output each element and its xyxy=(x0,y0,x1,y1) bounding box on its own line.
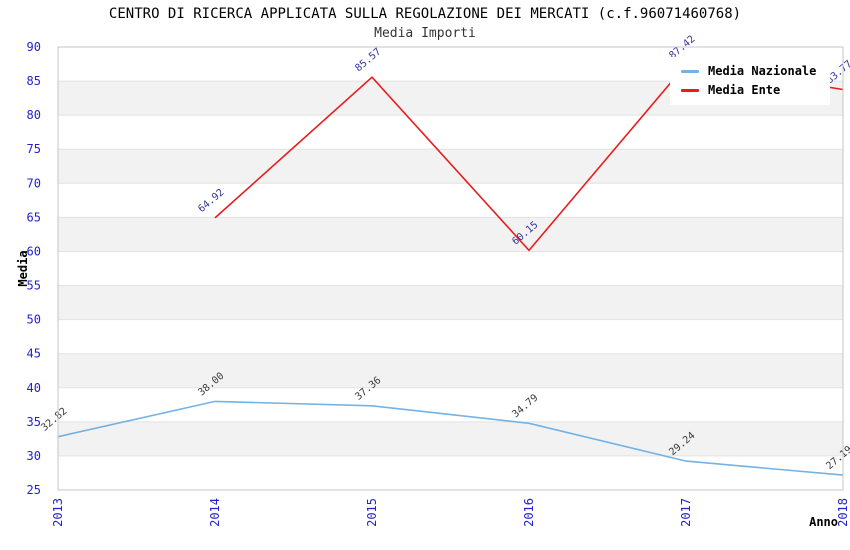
chart-title: CENTRO DI RICERCA APPLICATA SULLA REGOLA… xyxy=(108,6,742,22)
legend-item-media-ente: Media Ente xyxy=(681,84,816,96)
plot-band xyxy=(58,285,843,320)
y-tick-label: 55 xyxy=(27,279,41,293)
y-tick-label: 45 xyxy=(27,347,41,361)
y-tick-label: 75 xyxy=(27,142,41,156)
y-tick-label: 30 xyxy=(27,449,41,463)
chart-subtitle: Media Importi xyxy=(374,26,476,41)
series-line xyxy=(57,400,844,476)
y-tick-label: 50 xyxy=(27,313,41,327)
x-tick-label: 2013 xyxy=(51,498,65,527)
x-tick-label: 2014 xyxy=(208,498,222,527)
legend-label: Media Nazionale xyxy=(708,64,817,78)
plot-band xyxy=(58,251,843,286)
x-axis-title: Anno xyxy=(809,515,838,529)
y-tick-label: 70 xyxy=(27,176,41,190)
plot-band xyxy=(58,421,843,456)
legend-swatch-nazionale-icon xyxy=(681,69,699,73)
x-tick-label: 2017 xyxy=(679,498,693,527)
legend-label: Media Ente xyxy=(708,83,781,97)
legend-item-media-nazionale: Media Nazionale xyxy=(681,65,816,77)
plot-band xyxy=(58,183,843,218)
y-tick-label: 40 xyxy=(27,381,41,395)
x-tick-label: 2015 xyxy=(365,498,379,527)
plot-band xyxy=(58,387,843,422)
plot-band xyxy=(58,353,843,388)
plot-band xyxy=(58,115,843,150)
y-tick-label: 60 xyxy=(27,244,41,258)
x-tick-label: 2016 xyxy=(522,498,536,527)
y-tick-label: 80 xyxy=(27,108,41,122)
y-tick-label: 90 xyxy=(27,40,41,54)
plot-border xyxy=(57,46,844,491)
plot-band xyxy=(58,217,843,252)
plot-band xyxy=(58,319,843,354)
y-tick-label: 35 xyxy=(27,415,41,429)
y-tick-label: 85 xyxy=(27,74,41,88)
y-tick-label: 65 xyxy=(27,210,41,224)
y-axis-title: Media xyxy=(16,250,30,286)
plot-band xyxy=(58,149,843,184)
legend-box: Media Nazionale Media Ente xyxy=(670,57,831,105)
plot-band xyxy=(58,455,843,490)
y-tick-label: 25 xyxy=(27,483,41,497)
legend-swatch-ente-icon xyxy=(681,88,699,92)
x-tick-label: 2018 xyxy=(836,498,850,527)
